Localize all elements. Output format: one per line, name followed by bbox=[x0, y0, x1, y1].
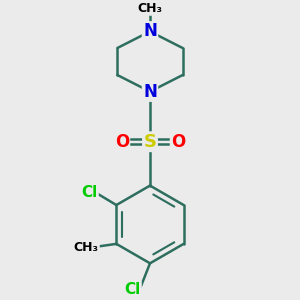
Text: Cl: Cl bbox=[81, 185, 98, 200]
Text: O: O bbox=[171, 133, 185, 151]
Text: N: N bbox=[143, 82, 157, 100]
Text: N: N bbox=[143, 22, 157, 40]
Text: O: O bbox=[115, 133, 129, 151]
Text: CH₃: CH₃ bbox=[137, 2, 163, 15]
Text: Cl: Cl bbox=[124, 282, 141, 297]
Text: CH₃: CH₃ bbox=[74, 241, 99, 254]
Text: S: S bbox=[143, 133, 157, 151]
